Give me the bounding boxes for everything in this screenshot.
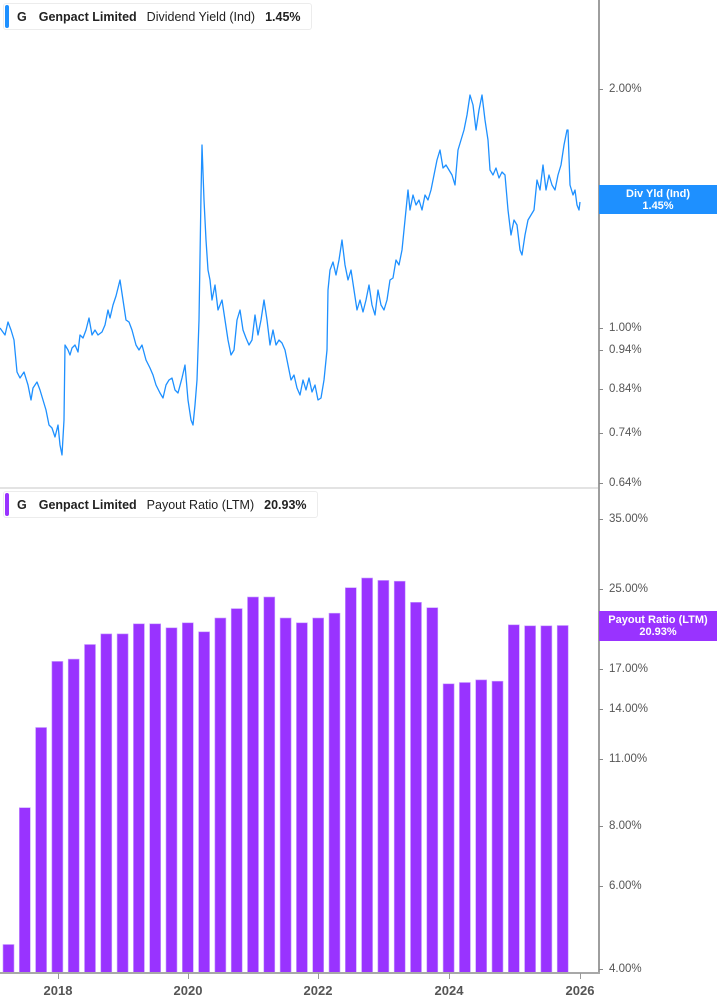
yield-y-tick-label: 0.84% [599,383,642,395]
payout-bar[interactable] [344,587,357,974]
yield-y-tick-label: 2.00% [599,83,642,95]
payout-bar[interactable] [377,580,390,974]
payout-y-tick-label: 6.00% [599,880,642,892]
x-axis-tick [58,973,59,979]
payout-bar[interactable] [410,601,422,974]
x-axis-label: 2022 [303,983,333,998]
payout-bar[interactable] [51,661,64,974]
yield-series-color [5,5,9,28]
payout-bar[interactable] [18,807,31,974]
payout-bar[interactable] [100,633,113,974]
company-name: Genpact Limited [38,9,137,24]
payout-bar[interactable] [361,577,373,974]
yield-y-tick-label: 0.64% [599,477,642,489]
payout-bar[interactable] [279,617,292,974]
payout-bar[interactable] [507,624,520,974]
payout-bar[interactable] [491,680,504,974]
tag-title: Payout Ratio (LTM) [608,614,708,626]
payout-bar[interactable] [312,617,325,974]
payout-bar[interactable] [540,625,553,974]
payout-bar[interactable] [230,608,243,974]
payout-bar[interactable] [393,580,406,974]
payout-y-axis [598,488,600,974]
ticker-symbol: G [17,497,27,512]
yield-current-value-tag: Div Yld (Ind) 1.45% [599,185,717,214]
payout-bar[interactable] [133,623,145,974]
yield-y-axis [598,0,600,488]
payout-bar[interactable] [426,607,439,974]
payout-bar[interactable] [459,682,471,974]
x-axis-label: 2020 [173,983,203,998]
yield-y-tick-label: 1.00% [599,322,642,334]
tag-value: 1.45% [642,200,674,212]
tag-value: 20.93% [639,626,677,638]
payout-current-value-tag: Payout Ratio (LTM) 20.93% [599,611,717,641]
payout-bar[interactable] [2,944,15,974]
payout-legend[interactable]: G Genpact Limited Payout Ratio (LTM) 20.… [3,491,318,518]
x-axis-baseline [0,972,600,974]
payout-bar[interactable] [214,617,227,974]
company-name: Genpact Limited [38,497,137,512]
tag-title: Div Yld (Ind) [626,188,690,200]
yield-y-tick-label: 0.74% [599,427,642,439]
payout-bar[interactable] [182,622,194,974]
payout-y-tick-label: 25.00% [598,583,648,595]
x-axis-tick [318,973,319,979]
payout-bar[interactable] [67,658,80,974]
payout-y-tick-label: 8.00% [599,820,642,832]
x-axis-tick [449,973,450,979]
payout-y-tick-label: 4.00% [599,963,642,975]
payout-bar[interactable] [116,633,129,974]
payout-y-tick-label: 11.00% [598,753,647,765]
payout-bar[interactable] [35,727,47,974]
payout-y-tick-label: 35.00% [598,513,648,525]
payout-bar[interactable] [165,627,178,974]
payout-bar[interactable] [328,612,341,974]
ticker-symbol: G [17,9,27,24]
payout-y-tick-label: 17.00% [598,663,648,675]
payout-bar[interactable] [556,625,569,974]
payout-bars [2,577,569,974]
payout-bar[interactable] [475,679,488,974]
panel-divider [0,487,599,489]
payout-bar[interactable] [198,631,210,974]
x-axis-label: 2018 [43,983,73,998]
payout-bar[interactable] [247,596,259,974]
payout-bar[interactable] [84,644,96,974]
yield-legend[interactable]: G Genpact Limited Dividend Yield (Ind) 1… [3,3,312,30]
x-axis-tick [580,973,581,979]
metric-value: 1.45% [265,9,301,24]
payout-bar[interactable] [263,596,276,974]
dividend-yield-line [0,94,581,456]
yield-y-tick-label: 0.94% [599,344,642,356]
metric-name: Dividend Yield (Ind) [146,9,256,24]
metric-value: 20.93% [264,497,307,512]
payout-bar[interactable] [149,623,161,974]
payout-y-tick-label: 14.00% [598,703,648,715]
x-axis-label: 2026 [565,983,595,998]
payout-bar[interactable] [296,622,308,974]
payout-bar[interactable] [442,683,455,974]
x-axis-label: 2024 [434,983,464,998]
metric-name: Payout Ratio (LTM) [146,497,255,512]
x-axis-tick [188,973,189,979]
payout-series-color [5,493,9,516]
payout-bar[interactable] [524,625,536,974]
